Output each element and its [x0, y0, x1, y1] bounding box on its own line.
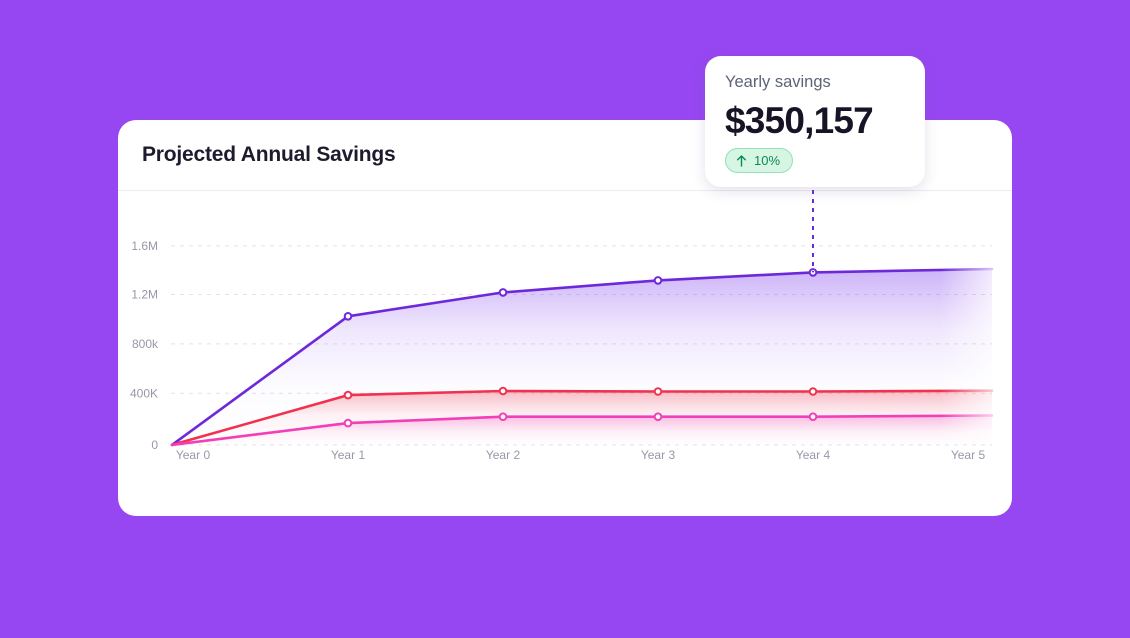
- svg-text:1.2M: 1.2M: [131, 288, 158, 302]
- svg-text:0: 0: [151, 438, 158, 452]
- svg-text:Year 0: Year 0: [176, 448, 211, 462]
- svg-text:Year 2: Year 2: [486, 448, 521, 462]
- svg-text:800k: 800k: [132, 337, 159, 351]
- svg-text:Year 4: Year 4: [796, 448, 831, 462]
- svg-text:Year 3: Year 3: [641, 448, 676, 462]
- svg-text:1.6M: 1.6M: [131, 239, 158, 253]
- svg-text:400K: 400K: [130, 386, 158, 400]
- svg-text:Year 1: Year 1: [331, 448, 366, 462]
- svg-text:Year 5: Year 5: [951, 448, 986, 462]
